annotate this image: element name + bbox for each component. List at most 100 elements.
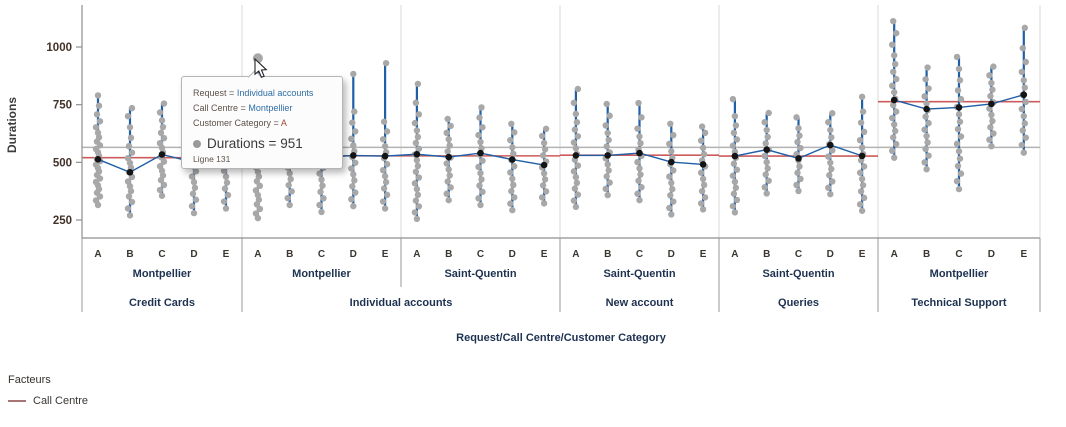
data-point[interactable] bbox=[955, 185, 963, 193]
data-point[interactable] bbox=[1018, 68, 1025, 76]
data-point[interactable] bbox=[699, 144, 707, 152]
data-point[interactable] bbox=[890, 17, 897, 25]
data-point[interactable] bbox=[539, 182, 547, 189]
data-point[interactable] bbox=[637, 171, 644, 178]
data-point[interactable] bbox=[987, 92, 994, 100]
data-point[interactable] bbox=[379, 166, 387, 174]
data-point[interactable] bbox=[986, 136, 993, 143]
data-point[interactable] bbox=[570, 139, 578, 146]
data-point[interactable] bbox=[697, 137, 705, 144]
data-point[interactable] bbox=[538, 132, 546, 140]
data-point[interactable] bbox=[1019, 127, 1026, 134]
mean-point[interactable] bbox=[572, 152, 580, 159]
data-point[interactable] bbox=[666, 140, 673, 148]
data-point[interactable] bbox=[380, 118, 388, 125]
data-point[interactable] bbox=[893, 75, 900, 83]
data-point[interactable] bbox=[256, 182, 264, 190]
data-point[interactable] bbox=[252, 187, 260, 194]
data-point[interactable] bbox=[571, 126, 579, 133]
data-point[interactable] bbox=[668, 148, 675, 155]
data-point[interactable] bbox=[415, 111, 423, 118]
data-point[interactable] bbox=[1022, 134, 1029, 141]
data-point[interactable] bbox=[670, 131, 677, 139]
mean-point[interactable] bbox=[668, 158, 675, 166]
data-point[interactable] bbox=[573, 118, 581, 126]
data-point[interactable] bbox=[957, 170, 965, 177]
data-point[interactable] bbox=[126, 124, 134, 131]
data-point[interactable] bbox=[128, 149, 136, 156]
data-point[interactable] bbox=[1020, 113, 1027, 120]
data-point[interactable] bbox=[666, 204, 673, 212]
data-point[interactable] bbox=[761, 184, 768, 191]
data-point[interactable] bbox=[414, 191, 422, 199]
data-point[interactable] bbox=[953, 53, 961, 61]
data-point[interactable] bbox=[953, 178, 961, 185]
data-point[interactable] bbox=[762, 140, 769, 147]
data-point[interactable] bbox=[157, 129, 165, 137]
data-point[interactable] bbox=[857, 188, 865, 195]
data-point[interactable] bbox=[128, 198, 136, 206]
data-point[interactable] bbox=[316, 170, 323, 177]
data-point[interactable] bbox=[190, 178, 198, 186]
data-point[interactable] bbox=[795, 187, 802, 195]
mean-point[interactable] bbox=[381, 152, 389, 160]
data-point[interactable] bbox=[414, 162, 422, 170]
data-point[interactable] bbox=[603, 100, 610, 108]
data-point[interactable] bbox=[956, 118, 964, 125]
data-point[interactable] bbox=[414, 80, 422, 88]
data-point[interactable] bbox=[826, 172, 833, 179]
data-point[interactable] bbox=[889, 82, 896, 89]
data-point[interactable] bbox=[638, 114, 645, 121]
data-point[interactable] bbox=[763, 190, 770, 197]
data-point[interactable] bbox=[447, 122, 454, 130]
data-point[interactable] bbox=[923, 132, 930, 140]
data-point[interactable] bbox=[349, 183, 356, 190]
data-point[interactable] bbox=[762, 171, 769, 178]
data-point[interactable] bbox=[729, 202, 737, 210]
data-point[interactable] bbox=[603, 173, 610, 180]
data-point[interactable] bbox=[731, 178, 739, 185]
data-point[interactable] bbox=[479, 124, 486, 131]
data-point[interactable] bbox=[731, 113, 739, 120]
data-point[interactable] bbox=[476, 114, 483, 121]
data-point[interactable] bbox=[379, 198, 387, 205]
data-point[interactable] bbox=[445, 196, 452, 204]
data-point[interactable] bbox=[891, 121, 898, 128]
data-point[interactable] bbox=[733, 196, 741, 204]
data-point[interactable] bbox=[825, 184, 832, 191]
data-point[interactable] bbox=[380, 185, 388, 192]
data-point[interactable] bbox=[412, 197, 420, 204]
data-point[interactable] bbox=[191, 184, 199, 191]
data-point[interactable] bbox=[856, 169, 864, 176]
data-point[interactable] bbox=[891, 52, 898, 59]
data-point[interactable] bbox=[188, 173, 196, 180]
data-point[interactable] bbox=[158, 117, 166, 124]
data-point[interactable] bbox=[574, 191, 582, 198]
data-point[interactable] bbox=[697, 200, 705, 207]
data-point[interactable] bbox=[761, 118, 768, 126]
data-point[interactable] bbox=[829, 147, 836, 154]
data-point[interactable] bbox=[827, 159, 834, 166]
data-point[interactable] bbox=[1020, 77, 1027, 84]
data-point[interactable] bbox=[318, 208, 325, 216]
data-point[interactable] bbox=[986, 72, 993, 79]
mean-point[interactable] bbox=[890, 96, 898, 104]
data-point[interactable] bbox=[825, 153, 832, 160]
data-point[interactable] bbox=[126, 183, 134, 190]
data-point[interactable] bbox=[954, 162, 962, 170]
data-point[interactable] bbox=[668, 211, 675, 218]
data-point[interactable] bbox=[570, 99, 578, 107]
data-point[interactable] bbox=[411, 180, 419, 187]
data-point[interactable] bbox=[729, 95, 737, 103]
data-point[interactable] bbox=[156, 163, 164, 170]
data-point[interactable] bbox=[889, 41, 896, 48]
data-point[interactable] bbox=[412, 168, 420, 175]
data-point[interactable] bbox=[156, 139, 164, 147]
data-point[interactable] bbox=[222, 205, 230, 212]
data-point[interactable] bbox=[732, 184, 740, 191]
data-point[interactable] bbox=[987, 124, 994, 131]
data-point[interactable] bbox=[444, 148, 451, 155]
data-point[interactable] bbox=[572, 110, 580, 118]
data-point[interactable] bbox=[733, 166, 741, 173]
data-point[interactable] bbox=[604, 161, 611, 168]
